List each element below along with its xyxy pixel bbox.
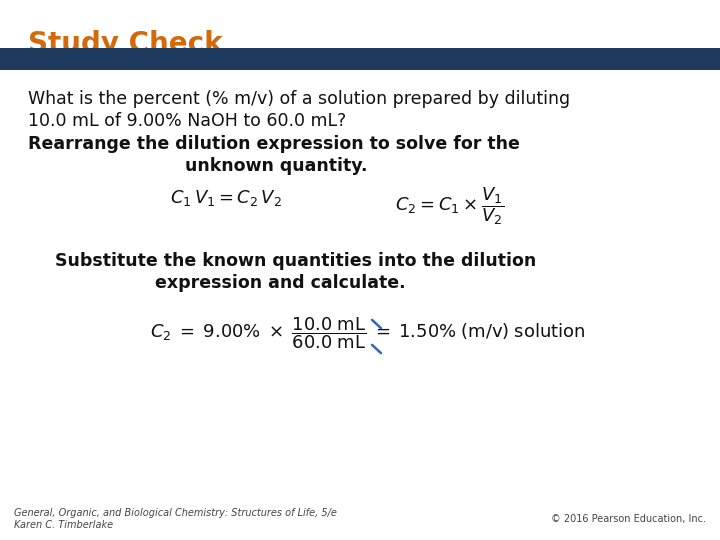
Text: What is the percent (% m/v) of a solution prepared by diluting: What is the percent (% m/v) of a solutio… xyxy=(28,90,570,108)
Text: $C_2 = C_1 \times \dfrac{V_1}{V_2}$: $C_2 = C_1 \times \dfrac{V_1}{V_2}$ xyxy=(395,185,504,227)
Text: Study Check: Study Check xyxy=(28,30,222,58)
Text: unknown quantity.: unknown quantity. xyxy=(185,157,367,175)
Text: General, Organic, and Biological Chemistry: Structures of Life, 5/e: General, Organic, and Biological Chemist… xyxy=(14,508,337,518)
Text: 10.0 mL of 9.00% NaOH to 60.0 mL?: 10.0 mL of 9.00% NaOH to 60.0 mL? xyxy=(28,112,346,130)
Text: Karen C. Timberlake: Karen C. Timberlake xyxy=(14,520,113,530)
Bar xyxy=(0,48,720,70)
Text: Substitute the known quantities into the dilution: Substitute the known quantities into the… xyxy=(55,252,536,270)
Text: © 2016 Pearson Education, Inc.: © 2016 Pearson Education, Inc. xyxy=(551,514,706,524)
Text: $C_1\,V_1 = C_2\,V_2$: $C_1\,V_1 = C_2\,V_2$ xyxy=(170,188,282,208)
Text: expression and calculate.: expression and calculate. xyxy=(155,274,405,292)
Text: $C_2\; =\; 9.00\%\; \times\; \dfrac{10.0\;\mathrm{mL}}{60.0\;\mathrm{mL}}\; =\; : $C_2\; =\; 9.00\%\; \times\; \dfrac{10.0… xyxy=(150,315,585,350)
Text: Rearrange the dilution expression to solve for the: Rearrange the dilution expression to sol… xyxy=(28,135,520,153)
